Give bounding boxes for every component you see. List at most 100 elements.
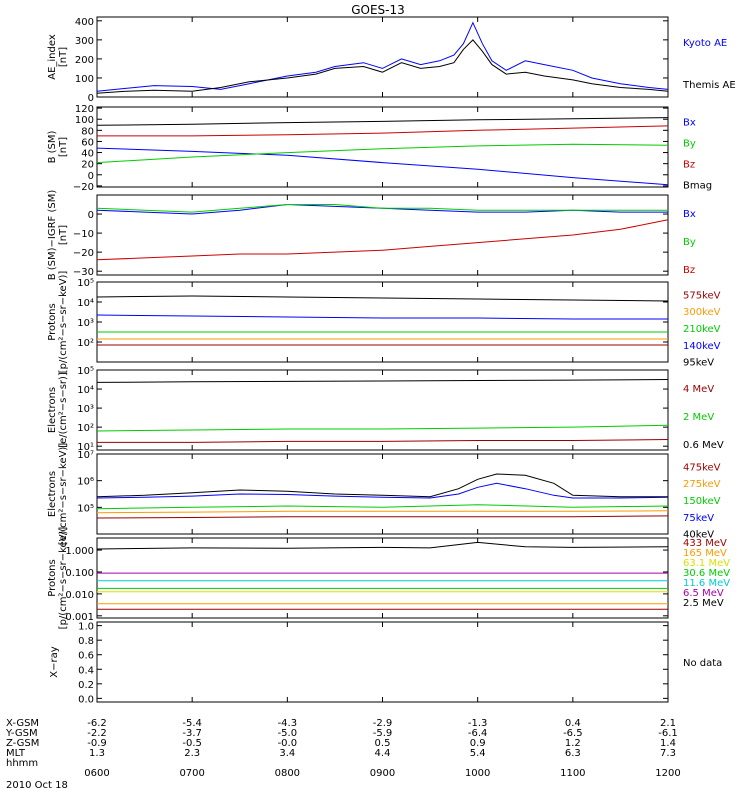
- ephemeris-value: -6.2: [87, 718, 107, 729]
- series-line-1: [96, 147, 669, 186]
- ephemeris-value: 7.3: [660, 748, 676, 759]
- legend-entry: 63.1 MeV: [683, 558, 730, 569]
- panel-7: 0.0010.0100.1001.000Protons[p/(cm²−s−sr−…: [47, 527, 730, 630]
- panel-5: 10¹ 10² 10³ 10⁴ 10⁵ Electrons[e/(cm²−s−sr)] 4 …: [47, 366, 724, 453]
- y-axis-label: B (SM)−IGRF (SM)[nT]: [47, 190, 69, 281]
- y-axis-label-line: Electrons: [47, 387, 58, 433]
- y-tick-label: 10³: [77, 318, 94, 329]
- ephemeris-value: -3.7: [182, 728, 202, 739]
- x-tick-label: 0600: [84, 768, 109, 779]
- y-axis-label: Electrons[e/(cm²−s−sr)]: [47, 372, 69, 448]
- legend-entry: Bz: [683, 160, 695, 171]
- legend-entry: 40keV: [683, 530, 714, 541]
- series-line-1: [96, 203, 668, 215]
- y-tick-label: 10²: [77, 423, 94, 434]
- panel-3: −30 −20 −10 0 B (SM)−IGRF (SM)[nT] Bx By Bz: [47, 190, 696, 281]
- y-tick-label: 20: [81, 160, 94, 171]
- y-tick-label: 0: [88, 171, 94, 182]
- panel-frame: [96, 537, 669, 619]
- y-axis-label-line: [e/(cm²−s−sr−keV)]: [58, 443, 69, 546]
- series-line-5: [96, 473, 668, 498]
- ephemeris-value: -0.5: [182, 738, 202, 749]
- ephemeris-value: -6.4: [468, 728, 488, 739]
- ephemeris-value: 6.3: [565, 748, 581, 759]
- no-data-note: No data: [683, 658, 722, 669]
- y-tick-label: 10⁵: [77, 278, 94, 289]
- y-tick-label: 0.001: [65, 612, 94, 623]
- y-tick-label: 120: [75, 104, 94, 115]
- legend-entry: 140keV: [683, 341, 721, 352]
- y-axis-label-line: B (SM)−IGRF (SM): [47, 190, 58, 281]
- ephemeris-value: -6.5: [563, 728, 583, 739]
- y-tick-label: 0.0: [78, 694, 94, 705]
- x-tick-label: 0800: [275, 768, 300, 779]
- y-tick-label: 60: [81, 137, 94, 148]
- ephemeris-value: 0.5: [375, 738, 391, 749]
- y-axis-label: Protons[p/(cm²−s−sr−keV)]: [47, 527, 69, 630]
- y-tick-label: −10: [73, 229, 94, 240]
- series-line-4: [96, 482, 669, 499]
- ephemeris-label: Y-GSM: [5, 728, 38, 739]
- legend-entry: 2.5 MeV: [683, 598, 724, 609]
- legend-entry: 4 MeV: [683, 384, 714, 395]
- y-axis-label: B (SM)[nT]: [47, 130, 69, 163]
- ephemeris-value: -2.9: [373, 718, 393, 729]
- y-axis-label-line: Protons: [47, 559, 58, 596]
- y-tick-label: 0.6: [78, 651, 94, 662]
- ephemeris-label: MLT: [6, 748, 26, 759]
- ephemeris-value: -2.2: [87, 728, 107, 739]
- panel-8: 0.0 0.2 0.4 0.6 0.8 1.0 X−ray No data: [49, 621, 722, 705]
- series-line-2: [96, 39, 669, 94]
- ephemeris-label: hhmm: [6, 758, 38, 769]
- series-line-1: [96, 515, 669, 519]
- legend-entry: 210keV: [683, 324, 721, 335]
- y-tick-label: 1.0: [78, 622, 94, 633]
- panel-1: 0 100 200 300 400 AE_index[nT] Kyoto AE Themis …: [47, 16, 736, 104]
- legend-entry: 11.6 MeV: [683, 578, 730, 589]
- series-line-4: [96, 117, 669, 126]
- ephemeris-label: X-GSM: [6, 718, 39, 729]
- y-axis-label-line: [p/(cm²−s−sr−keV)]: [58, 271, 69, 374]
- ephemeris-value: -1.3: [468, 718, 488, 729]
- legend-entry: 75keV: [683, 513, 714, 524]
- y-tick-label: 200: [75, 55, 94, 66]
- y-axis-label-line: Electrons: [47, 471, 58, 517]
- y-axis-label: X−ray: [49, 646, 60, 677]
- panel-6: 10⁵ 10⁶ 10⁷ Electrons[e/(cm²−s−sr−keV)] 475k…: [47, 443, 721, 546]
- series-line-3: [97, 125, 669, 137]
- series-line-5: [96, 295, 669, 302]
- y-tick-label: −30: [73, 267, 94, 278]
- ephemeris-value: -5.4: [182, 718, 202, 729]
- ephemeris-label: Z-GSM: [6, 738, 39, 749]
- panel-frame: [96, 281, 669, 363]
- x-tick-label: 1200: [655, 768, 680, 779]
- series-line-2: [96, 143, 669, 164]
- legend-entry: 150keV: [683, 496, 721, 507]
- y-axis-label: Electrons[e/(cm²−s−sr−keV)]: [47, 443, 69, 546]
- ephemeris-value: 5.4: [470, 748, 486, 759]
- legend-entry: 575keV: [683, 290, 721, 301]
- y-axis-label-line: X−ray: [49, 646, 60, 677]
- panel-frame: [96, 453, 669, 535]
- y-tick-label: 10¹: [77, 442, 94, 453]
- series-line-4: [96, 314, 668, 320]
- legend-entry: 300keV: [683, 307, 721, 318]
- y-tick-label: 10²: [77, 338, 94, 349]
- y-tick-label: 100: [75, 74, 94, 85]
- y-tick-label: 10⁴: [77, 385, 94, 396]
- y-axis-label-line: [e/(cm²−s−sr)]: [58, 372, 69, 448]
- ephemeris-value: 4.4: [375, 748, 391, 759]
- y-tick-label: 40: [81, 149, 94, 160]
- legend-entry: By: [683, 237, 696, 248]
- x-tick-label: 1000: [465, 768, 490, 779]
- y-axis-label-line: [p/(cm²−s−sr−keV)]: [58, 527, 69, 630]
- ephemeris-value: 2.1: [660, 718, 676, 729]
- chart-title: GOES-13: [351, 3, 405, 17]
- legend-entry: Bmag: [683, 181, 712, 192]
- y-axis-label-line: Protons: [47, 303, 58, 340]
- x-tick-label: 0700: [179, 768, 204, 779]
- y-axis-label: Protons[p/(cm²−s−sr−keV)]: [47, 271, 69, 374]
- ephemeris-value: 1.3: [89, 748, 105, 759]
